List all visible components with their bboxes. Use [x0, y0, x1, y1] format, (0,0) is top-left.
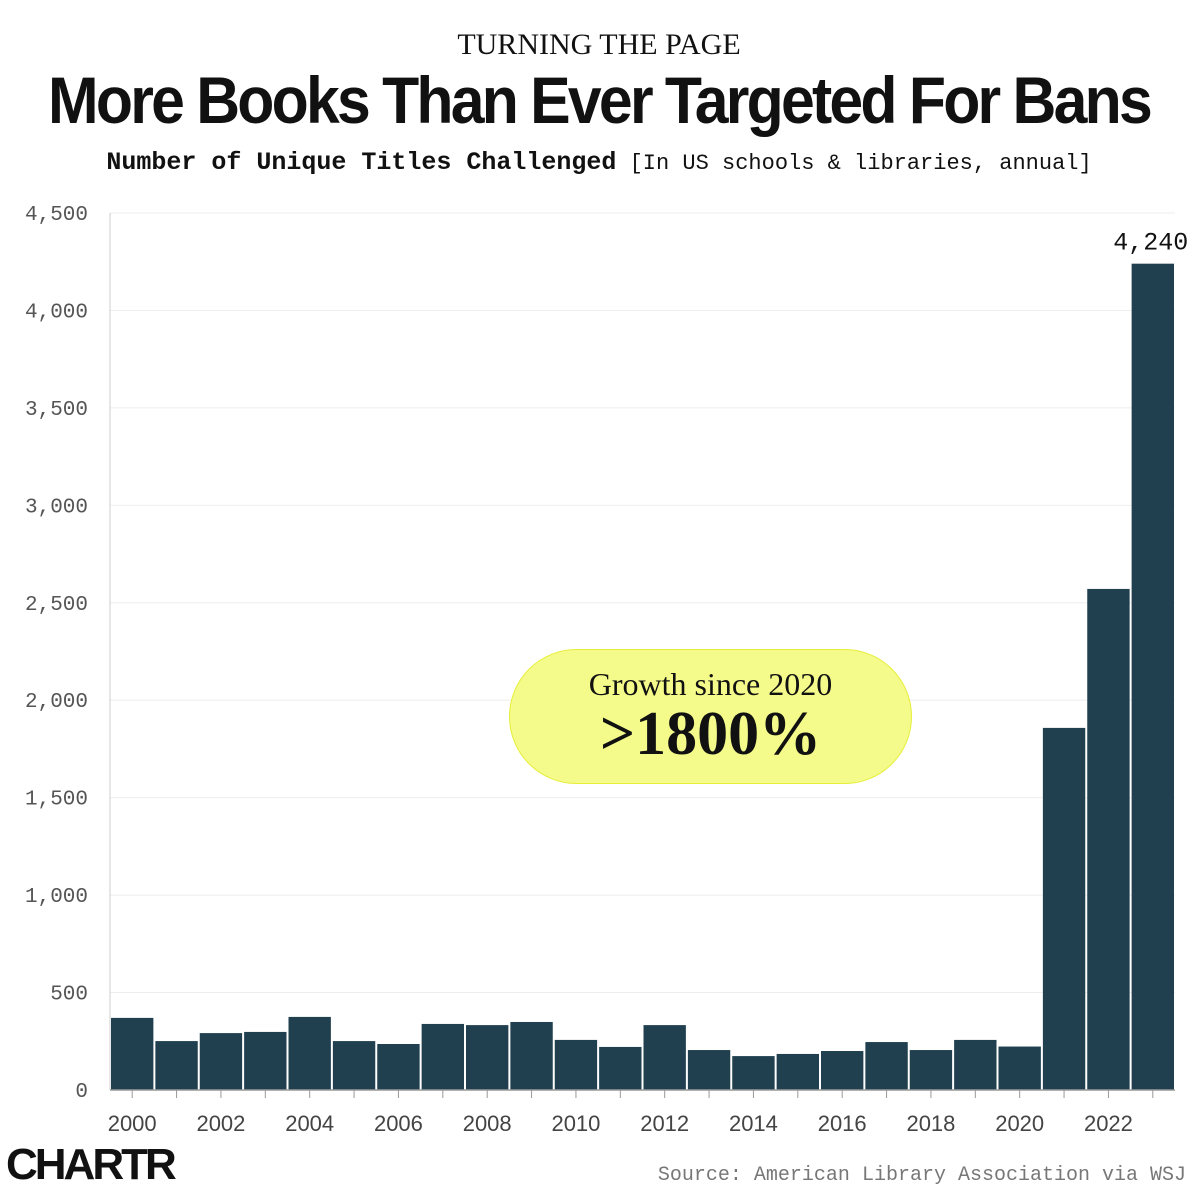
x-tick-label: 2008 [463, 1111, 512, 1136]
growth-callout: Growth since 2020 >1800% [509, 649, 912, 784]
x-tick-label: 2016 [818, 1111, 867, 1136]
x-tick-label: 2000 [108, 1111, 157, 1136]
callout-value: >1800% [599, 700, 822, 768]
subtitle-note: [In US schools & libraries, annual] [629, 151, 1092, 176]
y-tick-label: 1,500 [25, 789, 88, 812]
bar-2022 [1087, 588, 1130, 1090]
bar-2014 [732, 1056, 775, 1090]
bar-2009 [510, 1021, 553, 1090]
bar-2006 [377, 1044, 420, 1090]
y-tick-label: 1,000 [25, 886, 88, 909]
source-note: Source: American Library Association via… [657, 1164, 1186, 1187]
chartr-logo: CHARTR [6, 1140, 177, 1189]
bar-2020 [998, 1046, 1041, 1090]
bar-2003 [244, 1031, 287, 1090]
y-tick-label: 0 [75, 1081, 88, 1104]
bar-2001 [155, 1041, 198, 1090]
callout-label: Growth since 2020 [588, 666, 833, 702]
x-tick-label: 2020 [995, 1111, 1044, 1136]
x-tick-label: 2018 [906, 1111, 955, 1136]
bar-2015 [776, 1053, 819, 1090]
x-tick-label: 2002 [196, 1111, 245, 1136]
y-tick-label: 500 [50, 984, 88, 1007]
bar-2002 [199, 1033, 243, 1090]
data-label: 4,240 [1113, 229, 1188, 258]
chart-kicker: TURNING THE PAGE [457, 28, 741, 61]
bar-2019 [954, 1039, 997, 1090]
bar-2017 [865, 1042, 908, 1090]
bar-2018 [909, 1050, 953, 1090]
bar-2016 [821, 1051, 864, 1090]
x-tick-label: 2004 [285, 1111, 334, 1136]
bar-2013 [687, 1050, 731, 1090]
bar-2023 [1131, 263, 1174, 1090]
x-tick-label: 2022 [1084, 1111, 1133, 1136]
bar-2010 [554, 1039, 598, 1090]
bar-2005 [332, 1041, 376, 1090]
y-tick-label: 2,500 [25, 594, 88, 617]
x-tick-label: 2012 [640, 1111, 689, 1136]
y-tick-label: 3,500 [25, 399, 88, 422]
bar-2021 [1042, 727, 1086, 1090]
chart-subtitle: Number of Unique Titles Challenged [In U… [0, 148, 1198, 177]
chart-title: More Books Than Ever Targeted For Bans [48, 63, 1153, 137]
bar-2008 [466, 1025, 509, 1090]
y-tick-label: 3,000 [25, 496, 88, 519]
bar-2011 [599, 1046, 642, 1090]
y-tick-label: 4,500 [25, 204, 88, 227]
bar-2012 [643, 1025, 686, 1090]
bar-2000 [111, 1017, 154, 1090]
x-tick-label: 2006 [374, 1111, 423, 1136]
x-tick-label: 2010 [551, 1111, 600, 1136]
y-tick-label: 4,000 [25, 301, 88, 324]
subtitle-main: Number of Unique Titles Challenged [106, 148, 617, 177]
bar-2007 [421, 1023, 464, 1090]
y-tick-label: 2,000 [25, 691, 88, 714]
bar-2004 [288, 1016, 331, 1090]
x-tick-label: 2014 [729, 1111, 778, 1136]
